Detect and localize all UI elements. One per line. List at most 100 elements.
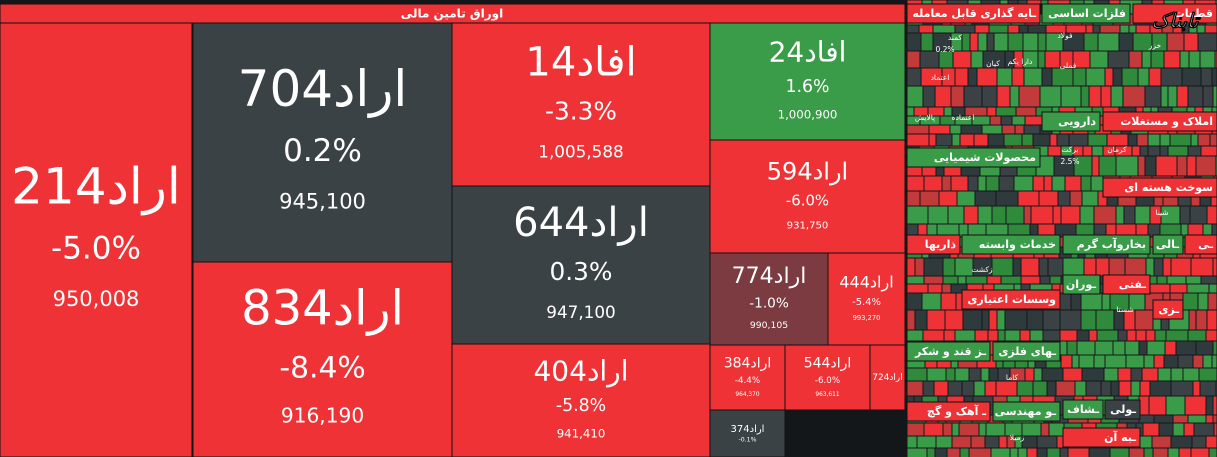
mosaic-cell (1081, 86, 1089, 107)
mosaic-cell (1168, 448, 1179, 457)
mosaic-cell (1042, 68, 1052, 86)
mosaic-cell (1200, 51, 1215, 68)
mosaic-cell (1164, 355, 1178, 368)
mosaic-cell (1070, 191, 1082, 206)
mosaic-cell (1052, 176, 1065, 191)
mosaic-cell (1052, 68, 1073, 86)
mosaic-cell (987, 33, 994, 51)
tile-name: افاد24 (769, 36, 847, 69)
mosaic-cell (1154, 191, 1163, 206)
mosaic-cell (990, 116, 1001, 125)
mosaic-cell (1125, 258, 1146, 276)
mosaic-cell (1140, 381, 1150, 396)
mosaic-cell (1145, 86, 1161, 107)
mosaic-cell (1097, 330, 1118, 341)
sector-header (1062, 274, 1101, 295)
mosaic-cell (1082, 368, 1104, 381)
mosaic-cell (1067, 341, 1077, 355)
mosaic-cell (1119, 33, 1133, 51)
mosaic-cell (1081, 176, 1091, 191)
mosaic-cell (960, 448, 969, 457)
mosaic-cell (948, 206, 964, 224)
mosaic-cell (1161, 68, 1182, 86)
tile-change: -8.4% (279, 351, 365, 386)
mosaic-cell (928, 206, 948, 224)
mosaic-cell (1143, 423, 1159, 436)
mosaic-cell (1148, 146, 1160, 156)
sector-title: ـوران (1066, 278, 1096, 291)
mosaic-cell (955, 68, 968, 86)
tile-volume: 945,100 (279, 190, 366, 214)
mosaic-cell (1099, 156, 1116, 176)
mosaic-cell (920, 116, 940, 125)
mosaic-cell (992, 258, 1013, 276)
mosaic-cell (1142, 368, 1158, 381)
mosaic-cell (968, 224, 986, 237)
mosaic-cell (907, 330, 923, 341)
mosaic-cell (1203, 86, 1213, 107)
mosaic-cell (1196, 156, 1216, 176)
mosaic-cell (1027, 310, 1043, 330)
mosaic-cell (1150, 381, 1171, 396)
mosaic-cell (999, 176, 1014, 191)
mosaic-cell (1213, 86, 1217, 107)
sector-header (1102, 274, 1151, 295)
mosaic-cell (1092, 146, 1103, 156)
mosaic-cell (1046, 33, 1063, 51)
mosaic-cell (1191, 191, 1200, 206)
tile-name: اراد214 (11, 158, 181, 216)
mosaic-cell (1171, 436, 1192, 448)
mosaic-cell (1129, 51, 1142, 68)
mosaic-cell (939, 51, 953, 68)
mosaic-cell (999, 436, 1007, 448)
mosaic-cell (1110, 293, 1129, 310)
mosaic-cell (1077, 341, 1095, 355)
group-title: اوراق تامین مالی (401, 7, 503, 22)
mosaic-cell (1010, 448, 1018, 457)
mosaic-cell (936, 436, 952, 448)
mosaic-cell (1186, 276, 1201, 284)
mosaic-cell (1192, 436, 1206, 448)
mosaic-cell (1139, 341, 1147, 355)
sector-title: بخاروآب گرم (1077, 237, 1146, 251)
mosaic-cell (952, 423, 959, 436)
mosaic-cell (953, 51, 971, 68)
mosaic-cell (907, 310, 915, 330)
mosaic-cell (1053, 206, 1061, 224)
mosaic-cell (1198, 293, 1208, 310)
mosaic-cell (1089, 86, 1101, 107)
mosaic-cell (987, 276, 1001, 284)
tile-name: اراد384 (724, 356, 772, 372)
mosaic-cell (1094, 355, 1105, 368)
mosaic-cell (1148, 224, 1160, 237)
mosaic-cell (951, 284, 967, 293)
mosaic-cell (961, 125, 982, 134)
mosaic-cell (1156, 156, 1177, 176)
mosaic-cell (1002, 125, 1015, 134)
stock-label: زکشت (971, 265, 993, 274)
mosaic-cell (1165, 341, 1176, 355)
mosaic-cell (1033, 381, 1047, 396)
mosaic-cell (987, 107, 996, 116)
mosaic-cell (907, 125, 929, 134)
mosaic-cell (1154, 258, 1163, 276)
tile-change: -5.4% (852, 297, 881, 308)
sector-title: املاک و مستغلات (1120, 115, 1213, 128)
mosaic-cell (1150, 25, 1162, 33)
tile (192, 261, 453, 457)
mosaic-cell (920, 51, 939, 68)
mosaic-cell (1019, 25, 1028, 33)
mosaic-cell (1170, 134, 1191, 146)
mosaic-cell (1193, 355, 1203, 368)
mosaic-cell (1001, 116, 1012, 125)
sector-header (906, 234, 961, 255)
mosaic-cell (1105, 68, 1113, 86)
mosaic-cell (1213, 396, 1217, 415)
mosaic-cell (1040, 86, 1061, 107)
mosaic-cell (1050, 134, 1057, 146)
mosaic-cell (968, 176, 978, 191)
tile (709, 22, 906, 141)
mosaic-cell (1107, 134, 1128, 146)
mosaic-cell (1028, 25, 1046, 33)
mosaic-cell (928, 107, 944, 116)
